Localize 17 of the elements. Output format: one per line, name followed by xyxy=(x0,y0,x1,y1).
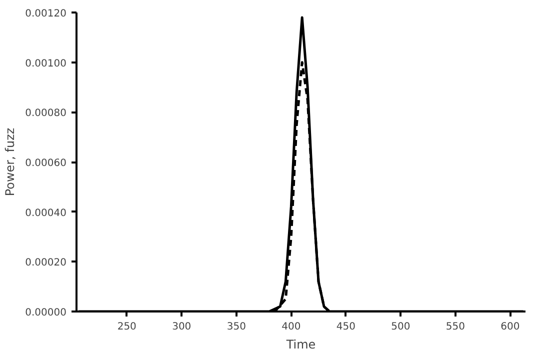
x-tick-label: 300 xyxy=(172,322,192,332)
y-tick-label: 0.00020 xyxy=(25,258,67,269)
x-tick-label: 500 xyxy=(391,322,410,332)
y-tick-label: 0.00120 xyxy=(25,8,67,20)
y-axis-title: Power, fuzz xyxy=(3,128,18,196)
y-tick-label: 0.00000 xyxy=(25,308,67,318)
x-axis-title: Time xyxy=(285,338,316,352)
y-tick-label: 0.00100 xyxy=(25,58,67,70)
x-tick-label: 250 xyxy=(117,322,136,332)
y-tick-label: 0.00040 xyxy=(25,208,67,219)
x-tick-label: 450 xyxy=(336,322,356,332)
y-tick-label: 0.00080 xyxy=(25,108,67,120)
x-tick-label: 400 xyxy=(282,322,301,332)
x-tick-label: 600 xyxy=(500,322,520,332)
x-tick-label: 350 xyxy=(226,322,246,332)
x-tick-label: 550 xyxy=(446,322,465,332)
y-tick-label: 0.00060 xyxy=(25,158,67,169)
